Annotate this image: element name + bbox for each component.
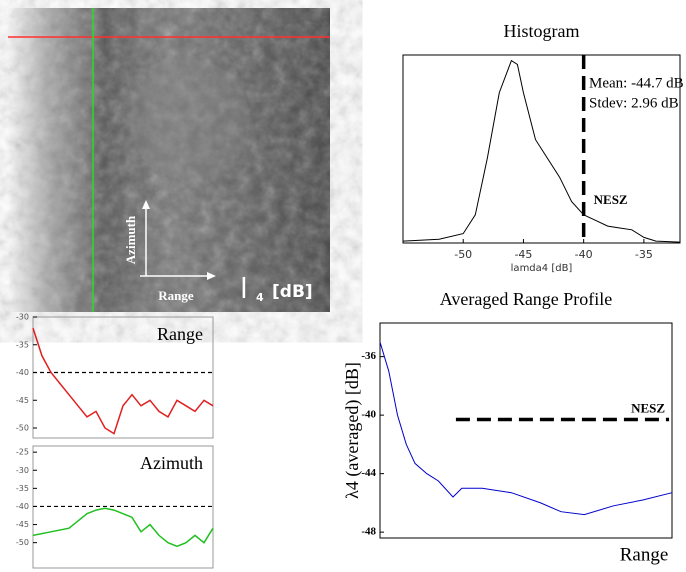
y-tick-label: -40 [16, 368, 29, 377]
x-tick-label: -35 [635, 248, 653, 261]
y-tick-label: -45 [16, 520, 29, 529]
line-series [32, 327, 214, 435]
y-tick-label: -50 [16, 424, 29, 433]
line-series [379, 341, 673, 516]
annotation: Mean: -44.7 dB [589, 75, 684, 91]
subscript: 4 [256, 291, 264, 304]
line-series [402, 59, 681, 243]
y-tick-label: -45 [16, 396, 29, 405]
y-tick-label: -48 [361, 526, 376, 538]
x-tick-label: -50 [454, 248, 472, 261]
y-tick-label: -36 [361, 350, 376, 362]
plot-frame [402, 54, 681, 244]
y-tick-label: -40 [16, 502, 29, 511]
range-label: Range [158, 288, 194, 303]
x-axis-label: lamda4 [dB] [511, 263, 573, 274]
unit: [dB] [272, 282, 313, 302]
sar-image: Azimuth Range l 4 [dB] [8, 8, 330, 312]
azimuth-label: Azimuth [123, 215, 138, 264]
y-tick-label: -30 [16, 313, 29, 322]
chart-title: Histogram [504, 21, 580, 41]
y-tick-label: -25 [16, 448, 29, 457]
nesz-label: NESZ [594, 192, 628, 207]
line-series [32, 507, 214, 548]
plot-frame [379, 322, 673, 539]
panel-title: Azimuth [140, 453, 203, 473]
panel-title: Range [157, 324, 203, 344]
y-tick-label: -50 [16, 538, 29, 547]
chart-title: Averaged Range Profile [440, 289, 613, 309]
y-axis-label: λ4 (averaged) [dB] [342, 362, 363, 499]
y-tick-label: -35 [16, 340, 29, 349]
y-tick-label: -30 [16, 466, 29, 475]
y-tick-label: -44 [361, 467, 376, 479]
plot-frame [32, 316, 214, 439]
symbol: l [240, 272, 248, 305]
x-tick-label: -40 [575, 248, 593, 261]
annotation: Stdev: 2.96 dB [589, 95, 679, 111]
nesz-label: NESZ [631, 401, 665, 416]
x-tick-label: -45 [514, 248, 532, 261]
y-tick-label: -40 [361, 409, 376, 421]
y-tick-label: -35 [16, 484, 29, 493]
x-axis-label: Range [620, 544, 669, 565]
